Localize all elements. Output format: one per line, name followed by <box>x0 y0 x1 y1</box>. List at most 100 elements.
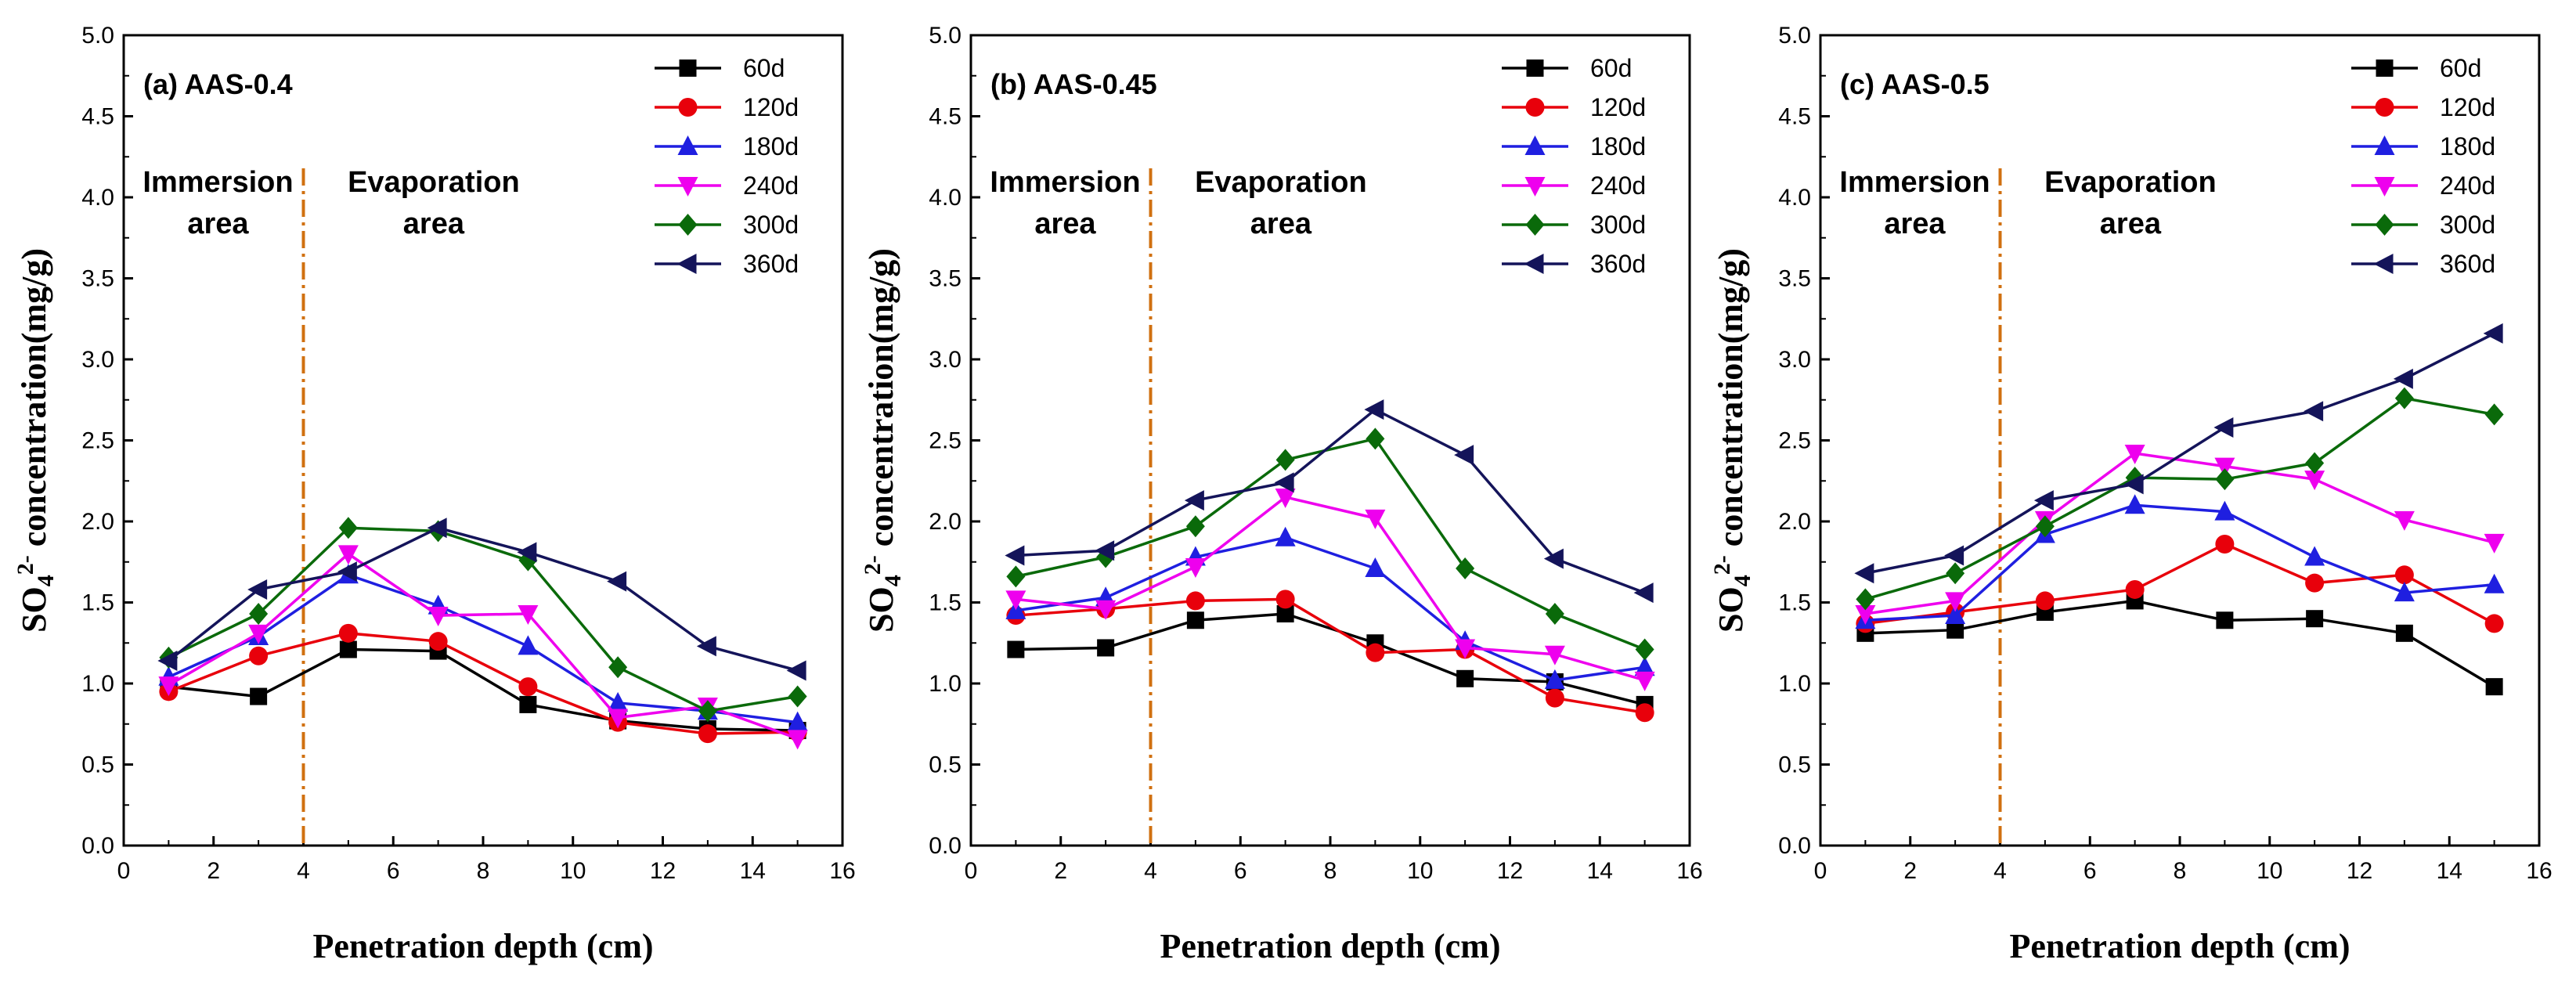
series-360d <box>1854 323 2503 584</box>
data-point <box>1095 600 1117 620</box>
y-axis-title: SO42- concentration(mg/g) <box>860 248 906 633</box>
series-line <box>1016 408 1646 594</box>
x-tick-label: 2 <box>1903 858 1917 884</box>
immersion-area-label-line2: area <box>1884 207 1946 240</box>
legend-label: 60d <box>2440 54 2481 82</box>
y-axis-title-rest: concentration(mg/g) <box>862 248 900 555</box>
data-point <box>1635 703 1654 723</box>
y-tick-label: 3.5 <box>1778 266 1811 292</box>
legend-swatch-marker <box>1524 254 1544 274</box>
data-point <box>337 545 359 565</box>
y-tick-label: 3.0 <box>81 347 114 373</box>
chart-panel-2: 0 2 4 6 8 10 12 14 16 0.0 0.5 1.0 1.5 2.0 2.5 3.0 3.5 4.0… <box>860 23 1703 965</box>
immersion-area-label-line2: area <box>187 207 249 240</box>
x-tick-label: 10 <box>2257 858 2282 884</box>
x-tick-label: 16 <box>1676 858 1702 884</box>
x-tick-label: 12 <box>2347 858 2372 884</box>
legend-label: 180d <box>1590 132 1646 160</box>
y-tick-label: 4.0 <box>1778 185 1811 211</box>
series-240d <box>1005 488 1655 691</box>
chart-panel-3: 0 2 4 6 8 10 12 14 16 0.0 0.5 1.0 1.5 2.0 2.5 3.0 3.5 4.0… <box>1709 23 2553 965</box>
y-tick-label: 0.0 <box>1778 833 1811 859</box>
data-point <box>2305 452 2325 474</box>
data-point <box>1275 449 1295 471</box>
legend-swatch-marker <box>1526 60 1544 77</box>
data-point <box>1944 545 1964 566</box>
data-point <box>2035 591 2055 611</box>
y-axis-title-sub: 4 <box>33 575 59 586</box>
data-point <box>1946 562 1965 585</box>
data-point <box>250 687 268 705</box>
data-point <box>157 651 178 672</box>
data-point <box>2214 500 2235 521</box>
x-axis-title: Penetration depth (cm) <box>312 927 653 965</box>
data-point <box>786 660 806 681</box>
legend-swatch-marker <box>678 98 698 117</box>
evaporation-area-label-line2: area <box>2100 207 2162 240</box>
y-tick-label: 1.0 <box>81 671 114 697</box>
y-tick-label: 5.0 <box>81 23 114 49</box>
data-point <box>518 677 538 697</box>
x-tick-label: 6 <box>1234 858 1247 884</box>
data-point <box>696 636 716 657</box>
data-point <box>1275 488 1296 508</box>
x-tick-label: 6 <box>2084 858 2097 884</box>
legend-swatch-marker <box>678 214 698 236</box>
data-point <box>1454 445 1474 466</box>
data-point <box>2215 468 2235 491</box>
data-point <box>427 518 447 539</box>
data-point <box>1456 557 1475 580</box>
x-tick-label: 4 <box>1993 858 2007 884</box>
series-line <box>1016 597 1645 714</box>
data-point <box>1855 604 1876 625</box>
x-tick-label: 8 <box>1324 858 1337 884</box>
y-tick-label: 2.5 <box>1778 428 1811 454</box>
y-tick-label: 1.0 <box>929 671 961 697</box>
series-60d <box>1856 592 2503 696</box>
series-line <box>1865 332 2495 575</box>
y-tick-label: 3.0 <box>929 347 961 373</box>
y-tick-label: 5.0 <box>1778 23 1811 49</box>
y-axis-title-so: SO <box>862 586 900 633</box>
x-tick-label: 4 <box>297 858 310 884</box>
plot-frame <box>122 34 844 847</box>
data-point <box>2213 417 2234 438</box>
data-point <box>608 709 629 729</box>
x-tick-label: 4 <box>1144 858 1157 884</box>
legend-swatch-marker <box>676 254 697 274</box>
evaporation-area-label-line2: area <box>1250 207 1312 240</box>
data-point <box>698 724 717 744</box>
series-line <box>1016 437 1646 651</box>
y-tick-label: 0.5 <box>929 752 961 778</box>
y-tick-label: 3.5 <box>929 266 961 292</box>
data-point <box>1275 590 1295 609</box>
legend-label: 120d <box>743 93 799 121</box>
legend-label: 240d <box>1590 171 1646 200</box>
data-point <box>158 676 179 697</box>
legend-label: 300d <box>1590 211 1646 239</box>
legend-swatch-marker <box>2376 60 2394 77</box>
data-point <box>1006 565 1026 588</box>
legend-swatch-marker <box>677 135 698 155</box>
y-tick-label: 1.5 <box>81 590 114 616</box>
data-point <box>519 695 537 713</box>
series-line <box>168 573 798 724</box>
evaporation-area-label: Evaporation <box>348 166 520 199</box>
y-tick-label: 2.5 <box>929 428 961 454</box>
data-point <box>2484 403 2504 426</box>
data-point <box>2484 614 2504 633</box>
y-tick-label: 2.0 <box>81 509 114 535</box>
y-tick-label: 5.0 <box>929 23 961 49</box>
series-line <box>1016 496 1646 682</box>
data-point <box>2216 611 2234 629</box>
x-tick-label: 14 <box>1587 858 1613 884</box>
x-tick-label: 8 <box>2174 858 2187 884</box>
y-tick-label: 1.5 <box>1778 590 1811 616</box>
data-point <box>1366 643 1385 662</box>
legend-swatch-marker <box>679 60 697 77</box>
panel-title: (a) AAS-0.4 <box>143 68 293 100</box>
data-point <box>2394 387 2414 409</box>
x-tick-label: 6 <box>387 858 400 884</box>
series-line <box>168 552 799 741</box>
data-point <box>1364 399 1384 420</box>
